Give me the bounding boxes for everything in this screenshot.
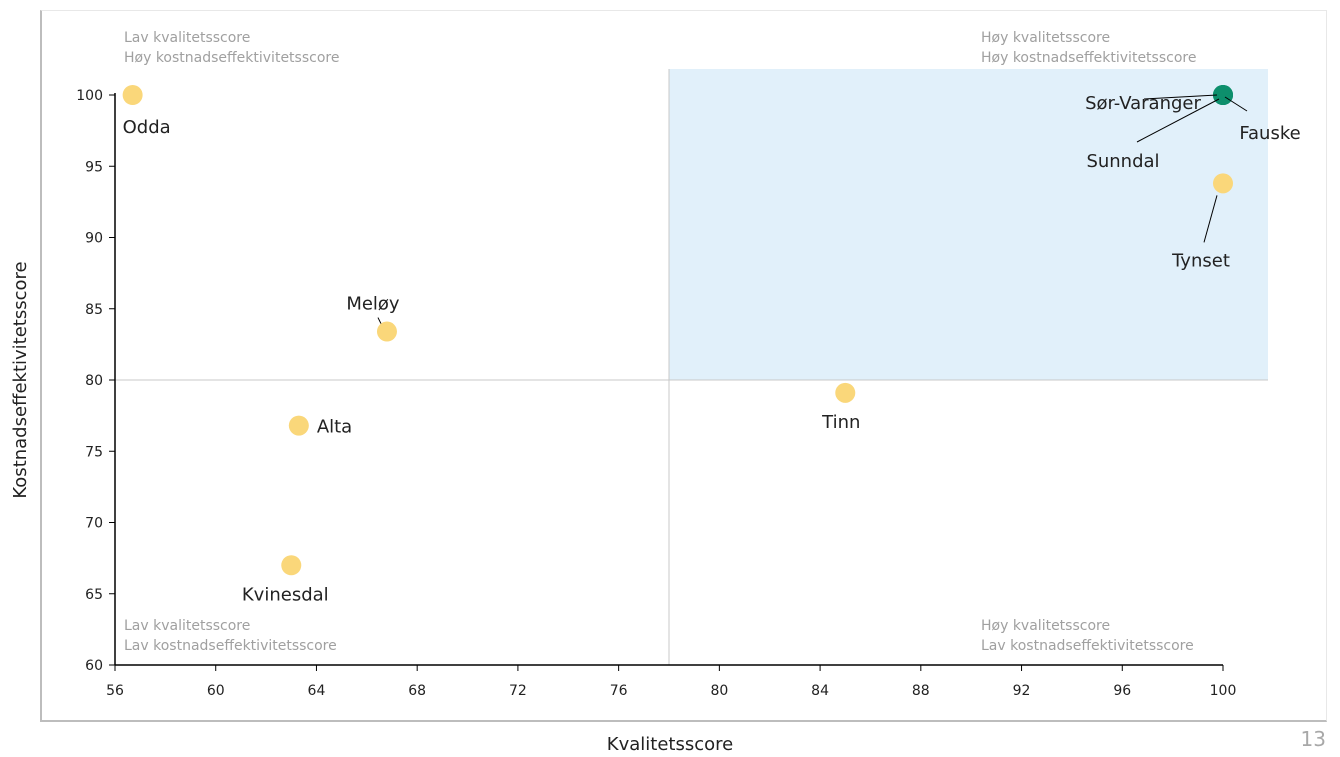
point-label-s-r-varanger: Sør-Varanger xyxy=(1085,93,1201,114)
y-tick-label: 90 xyxy=(85,231,103,247)
point-label-mel-y: Meløy xyxy=(346,294,400,315)
quadrant-label-top-left: Høy kostnadseffektivitetsscore xyxy=(124,50,339,66)
point-alta xyxy=(288,415,309,436)
quadrant-label-top-right: Høy kostnadseffektivitetsscore xyxy=(981,50,1196,66)
x-tick-label: 84 xyxy=(811,683,829,699)
x-tick-label: 72 xyxy=(509,683,527,699)
point-label-alta: Alta xyxy=(317,417,352,438)
point-tinn xyxy=(835,382,856,403)
x-tick-label: 80 xyxy=(710,683,728,699)
point-label-kvinesdal: Kvinesdal xyxy=(242,584,329,605)
leader-line-tynset xyxy=(1203,195,1218,243)
x-axis-label: Kvalitetsscore xyxy=(607,734,733,755)
y-tick-label: 70 xyxy=(85,516,103,532)
quadrant-label-bottom-left: Lav kostnadseffektivitetsscore xyxy=(124,638,337,654)
leader-line-sunndal xyxy=(1136,98,1220,143)
x-tick-label: 64 xyxy=(308,683,326,699)
point-label-tynset: Tynset xyxy=(1171,250,1230,271)
point-label-sunndal: Sunndal xyxy=(1086,151,1159,172)
point-tynset xyxy=(1213,173,1233,194)
x-tick-label: 60 xyxy=(207,683,225,699)
y-tick-label: 85 xyxy=(85,302,103,318)
y-tick-label: 100 xyxy=(76,88,103,104)
x-tick-label: 100 xyxy=(1210,683,1237,699)
quadrant-label-bottom-right: Lav kostnadseffektivitetsscore xyxy=(981,638,1194,654)
leader-line-mel-y xyxy=(377,317,382,324)
x-tick-label: 56 xyxy=(106,683,124,699)
point-label-fauske: Fauske xyxy=(1239,123,1300,144)
x-tick-label: 96 xyxy=(1113,683,1131,699)
quadrant-label-bottom-right: Høy kvalitetsscore xyxy=(981,618,1110,634)
point-mel-y xyxy=(376,321,397,342)
highlight-quadrant xyxy=(669,69,1268,380)
y-tick-label: 75 xyxy=(85,444,103,460)
point-label-tinn: Tinn xyxy=(821,412,860,433)
x-tick-label: 76 xyxy=(610,683,628,699)
quadrant-label-bottom-left: Lav kvalitetsscore xyxy=(124,618,250,634)
quadrant-label-top-left: Lav kvalitetsscore xyxy=(124,30,250,46)
leader-line-s-r-varanger xyxy=(1143,94,1218,100)
x-tick-label: 68 xyxy=(408,683,426,699)
y-tick-label: 95 xyxy=(85,159,103,175)
x-tick-label: 88 xyxy=(912,683,930,699)
quadrant-label-top-right: Høy kvalitetsscore xyxy=(981,30,1110,46)
chart-frame xyxy=(40,10,1327,722)
page-number: 13 xyxy=(1300,727,1326,751)
leader-line-fauske xyxy=(1224,96,1248,112)
point-kvinesdal xyxy=(281,555,302,576)
y-tick-label: 80 xyxy=(85,373,103,389)
x-tick-label: 92 xyxy=(1013,683,1031,699)
point-label-odda: Odda xyxy=(123,117,171,138)
point-odda xyxy=(122,85,143,105)
y-tick-label: 65 xyxy=(85,587,103,603)
y-tick-label: 60 xyxy=(85,658,103,674)
y-axis-label: Kostnadseffektivitetsscore xyxy=(10,261,31,498)
